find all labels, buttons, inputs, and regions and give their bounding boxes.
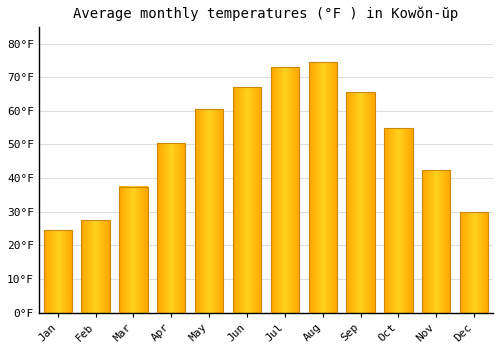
Bar [233, 87, 261, 313]
Bar [44, 230, 72, 313]
Bar [422, 170, 450, 313]
Bar [195, 109, 224, 313]
Bar [157, 143, 186, 313]
Bar [308, 62, 337, 313]
Bar [384, 128, 412, 313]
Title: Average monthly temperatures (°F ) in Kowŏn-ŭp: Average monthly temperatures (°F ) in Ko… [74, 7, 458, 21]
Bar [460, 212, 488, 313]
Bar [119, 187, 148, 313]
Bar [82, 220, 110, 313]
Bar [270, 67, 299, 313]
Bar [346, 92, 375, 313]
